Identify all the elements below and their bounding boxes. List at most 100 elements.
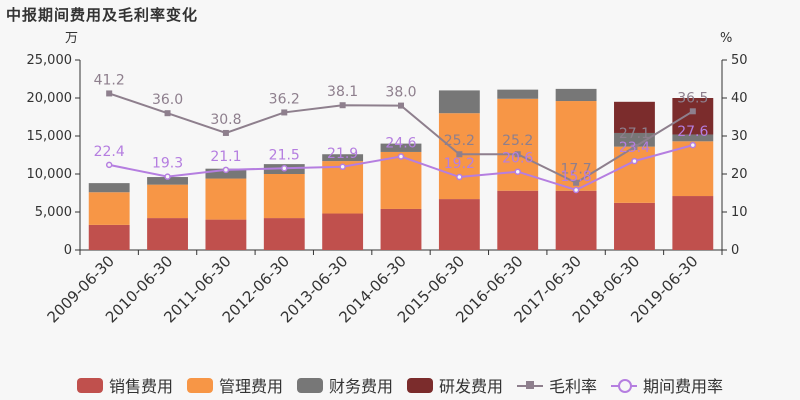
data-label: 22.4 [94, 144, 125, 160]
data-label: 27.6 [677, 124, 708, 140]
legend-label: 管理费用 [218, 377, 283, 396]
right-tick-label: 30 [731, 129, 748, 144]
data-label: 41.2 [94, 72, 125, 88]
bar-segment [438, 90, 480, 114]
data-point-marker [514, 168, 521, 175]
bar-segment [205, 168, 247, 179]
chart-title: 中报期间费用及毛利率变化 [6, 6, 199, 24]
legend-label: 期间费用率 [643, 377, 724, 396]
chart-canvas: 万 % 0 5,000 10,000 15,000 20,000 25,000 0 10 20 30 4… [27, 31, 748, 326]
data-point-marker [398, 102, 404, 109]
data-label: 21.5 [269, 147, 300, 163]
bar-segment [497, 89, 539, 99]
bar-segment [205, 219, 247, 250]
right-tick-label: 20 [731, 167, 748, 182]
bar-segment [205, 178, 247, 220]
bar-segment [497, 190, 539, 250]
right-tick-label: 10 [731, 205, 748, 220]
left-tick-label: 25,000 [27, 53, 73, 68]
legend-label: 毛利率 [549, 377, 598, 396]
data-point-marker [631, 144, 638, 151]
data-point-marker [222, 129, 229, 136]
data-point-marker [397, 153, 405, 160]
data-point-marker [106, 90, 113, 97]
bar-segment [147, 218, 188, 250]
bar-segment [555, 88, 597, 102]
legend-item[interactable]: 销售费用 [76, 373, 173, 397]
right-axis-unit: % [720, 31, 732, 46]
legend-item[interactable]: 管理费用 [186, 373, 283, 397]
bar-segment [263, 218, 305, 250]
bar-segment [147, 184, 188, 219]
data-label: 24.6 [385, 136, 416, 152]
legend-swatch [76, 377, 103, 393]
bar-segment [88, 183, 130, 193]
data-label: 25.2 [444, 133, 475, 149]
bar-segment [322, 154, 364, 162]
data-label: 36.2 [269, 91, 300, 107]
right-tick-label: 50 [731, 53, 748, 68]
data-point-marker [339, 102, 346, 109]
bar-segment [672, 98, 714, 135]
data-label: 36.0 [152, 92, 183, 108]
legend-item[interactable]: 期间费用率 [611, 373, 723, 397]
data-label: 30.8 [210, 112, 241, 128]
bar-segment [672, 141, 714, 197]
chart-legend: 销售费用 管理费用 财务费用 研发费用 毛利率 期间费用率 [0, 372, 800, 398]
right-tick-label: 0 [731, 243, 739, 258]
data-label: 17.7 [561, 162, 592, 178]
legend-line-swatch [611, 378, 638, 393]
data-label: 21.9 [327, 146, 358, 162]
bar-segment [322, 213, 364, 250]
data-label: 19.3 [152, 156, 183, 172]
data-point-marker [631, 157, 638, 165]
data-point-marker [689, 108, 696, 115]
left-axis-unit: 万 [65, 31, 78, 46]
data-label: 21.1 [210, 149, 241, 165]
bar-segment [672, 134, 714, 142]
bar-segment [88, 192, 130, 225]
data-point-marker [164, 173, 171, 180]
left-tick-label: 15,000 [27, 129, 73, 144]
legend-swatch [296, 377, 323, 393]
bar-segment [614, 101, 655, 133]
bar-segment [438, 199, 480, 250]
bar-segment [380, 143, 422, 152]
data-point-marker [222, 166, 230, 174]
data-point-marker [456, 173, 463, 181]
data-point-marker [689, 141, 697, 149]
data-label: 15.8 [561, 169, 592, 185]
data-label: 38.1 [327, 84, 358, 100]
data-label: 19.2 [444, 156, 475, 172]
left-tick-label: 5,000 [35, 205, 72, 220]
data-label: 27.1 [619, 126, 650, 142]
data-label: 36.5 [677, 90, 708, 106]
bar-segment [672, 196, 714, 250]
legend-label: 研发费用 [439, 377, 504, 396]
left-tick-label: 0 [64, 243, 72, 258]
bar-segment [555, 190, 597, 250]
bar-segment [88, 224, 130, 250]
data-point-marker [573, 179, 580, 186]
data-point-marker [514, 151, 521, 158]
bar-segment [147, 177, 188, 185]
data-point-marker [164, 110, 171, 117]
legend-item[interactable]: 毛利率 [517, 373, 597, 397]
left-tick-label: 10,000 [27, 167, 73, 182]
bar-segment [614, 202, 655, 250]
legend-item[interactable]: 财务费用 [296, 373, 393, 397]
data-point-marker [339, 163, 346, 171]
legend-swatch [186, 377, 213, 393]
data-point-marker [456, 151, 463, 158]
legend-swatch [407, 377, 433, 393]
legend-item[interactable]: 研发费用 [407, 373, 503, 397]
legend-label: 财务费用 [328, 377, 393, 396]
data-point-marker [281, 109, 288, 116]
data-label: 25.2 [502, 133, 533, 149]
legend-label: 销售费用 [108, 377, 173, 396]
data-point-marker [105, 161, 113, 169]
bar-segment [614, 132, 655, 147]
bar-segment [380, 208, 422, 250]
legend-line-swatch [517, 378, 544, 393]
